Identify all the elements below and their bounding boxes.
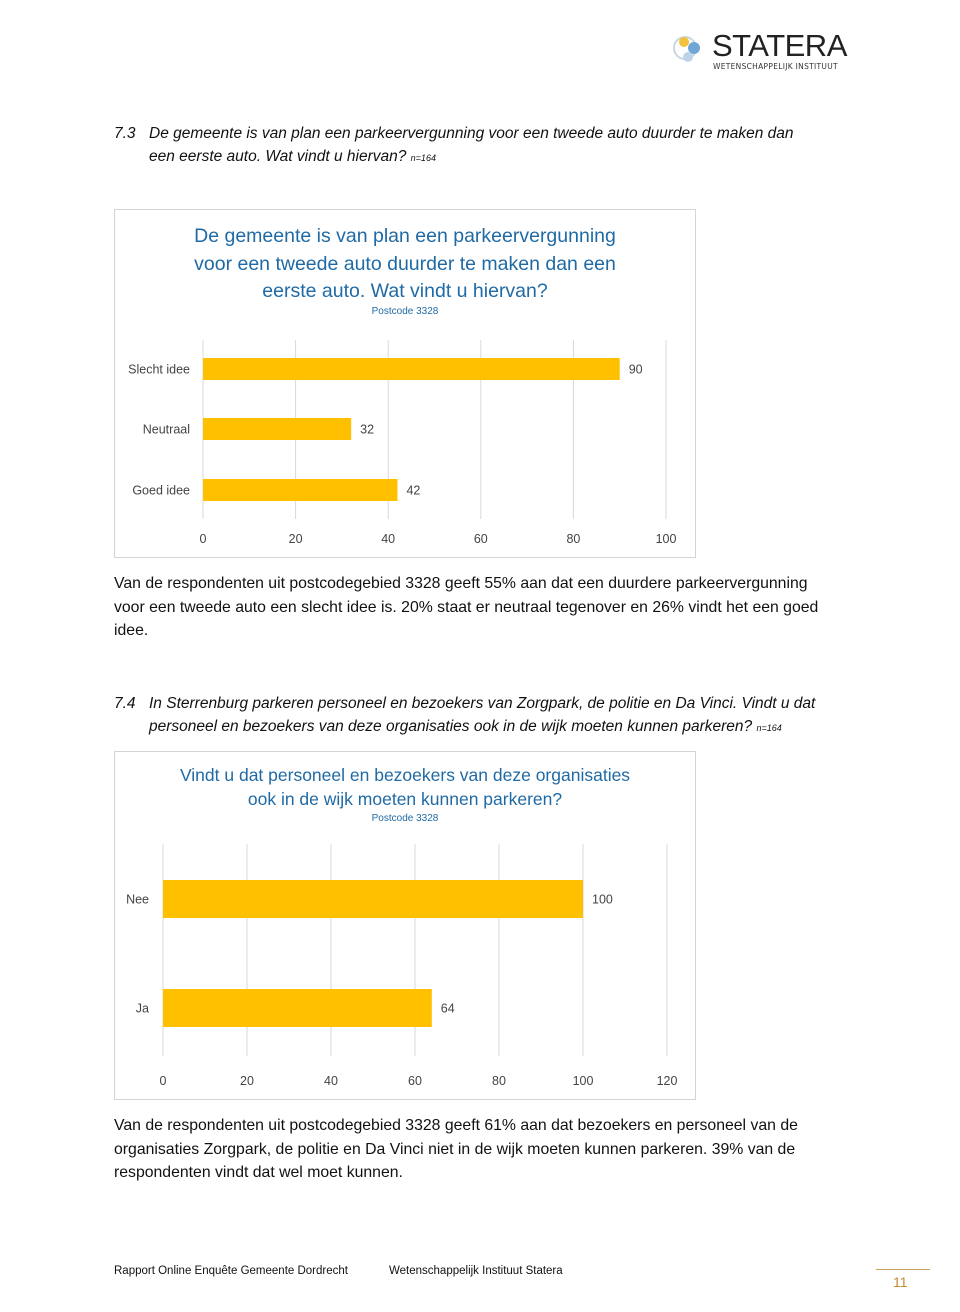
sample-size: n=164 [410, 153, 436, 163]
data-label: 32 [360, 423, 374, 437]
data-label: 42 [406, 484, 420, 498]
question-line-2: personeel en bezoekers van deze organisa… [149, 715, 815, 740]
data-label: 90 [629, 363, 643, 377]
x-tick-label: 0 [200, 532, 207, 546]
data-label: 64 [441, 1002, 455, 1016]
paragraph-line-1: Van de respondenten uit postcodegebied 3… [114, 575, 808, 592]
question-text: De gemeente is van plan een parkeervergu… [149, 122, 794, 170]
x-tick-label: 80 [492, 1074, 506, 1088]
logo-subtitle: WETENSCHAPPELIJK INSTITUUT [713, 62, 838, 71]
page-number: 11 [893, 1274, 908, 1290]
chart-parking-permit: De gemeente is van plan een parkeervergu… [114, 209, 696, 558]
question-number: 7.4 [114, 695, 136, 712]
chart-title-line-1: Vindt u dat personeel en bezoekers van d… [179, 765, 631, 785]
question-number: 7.3 [114, 125, 136, 142]
category-label: Slecht idee [128, 363, 190, 377]
chart-plot-area: 0 20 40 60 80 100 Slecht idee 90 Neutraal 32 Goed … [128, 340, 677, 546]
data-label: 100 [592, 893, 613, 907]
chart-subtitle: Postcode 3328 [371, 813, 439, 824]
x-tick-label: 60 [408, 1074, 422, 1088]
x-tick-label: 100 [573, 1074, 594, 1088]
paragraph-line-2: voor een tweede auto een slecht idee is.… [114, 598, 819, 616]
chart-title-line-2: ook in de wijk moeten kunnen parkeren? [247, 788, 563, 809]
x-tick-label: 120 [657, 1074, 678, 1088]
footer-institute: Wetenschappelijk Instituut Statera [389, 1265, 563, 1277]
x-tick-label: 40 [381, 532, 395, 546]
logo-wordmark: STATERA [712, 28, 847, 63]
statera-logo: STATERA WETENSCHAPPELIJK INSTITUUT [672, 28, 852, 74]
chart-title: De gemeente is van plan een parkeervergu… [115, 223, 695, 306]
question-text: In Sterrenburg parkeren personeel en bez… [149, 692, 815, 740]
statera-circles-icon [673, 36, 700, 62]
category-label: Ja [136, 1002, 149, 1016]
x-tick-label: 40 [324, 1074, 338, 1088]
question-7-3: 7.3 De gemeente is van plan een parkeerv… [114, 122, 854, 172]
chart-subtitle: Postcode 3328 [371, 306, 439, 317]
question-line-1: De gemeente is van plan een parkeervergu… [149, 125, 794, 142]
paragraph-line-3: idee. [114, 622, 149, 639]
paragraph-line-3: respondenten vindt dat wel moet kunnen. [114, 1164, 403, 1181]
x-tick-label: 80 [566, 532, 580, 546]
sample-size: n=164 [756, 723, 782, 733]
x-tick-label: 20 [289, 532, 303, 546]
bar-ja [163, 989, 432, 1027]
category-label: Neutraal [143, 423, 190, 437]
chart-title: Vindt u dat personeel en bezoekers van d… [115, 764, 695, 811]
paragraph-line-1: Van de respondenten uit postcodegebied 3… [114, 1117, 798, 1134]
category-label: Nee [126, 893, 149, 907]
chart-title-line-2: voor een tweede auto duurder te maken da… [194, 252, 616, 275]
chart-plot-area: 0 20 40 60 80 100 120 Nee 100 Ja 64 [126, 844, 678, 1088]
chart-staff-parking: Vindt u dat personeel en bezoekers van d… [114, 751, 696, 1100]
x-tick-label: 100 [656, 532, 677, 546]
chart-title-line-3: eerste auto. Wat vindt u hiervan? [262, 280, 548, 302]
bar-neutraal [203, 418, 352, 440]
bar-goed-idee [203, 479, 398, 501]
question-line-2-text: een eerste auto. Wat vindt u hiervan? [149, 148, 407, 165]
x-tick-label: 20 [240, 1074, 254, 1088]
bar-slecht-idee [203, 358, 620, 380]
paragraph-7-4: Van de respondenten uit postcodegebied 3… [114, 1114, 844, 1185]
question-line-2-text: personeel en bezoekers van deze organisa… [149, 718, 753, 735]
question-line-1: In Sterrenburg parkeren personeel en bez… [149, 695, 816, 712]
x-tick-label: 60 [474, 532, 488, 546]
category-label: Goed idee [132, 484, 190, 498]
question-7-4: 7.4 In Sterrenburg parkeren personeel en… [114, 692, 854, 742]
bar-nee [163, 880, 583, 918]
x-tick-label: 0 [160, 1074, 167, 1088]
footer-report-title: Rapport Online Enquête Gemeente Dordrech… [114, 1265, 348, 1277]
paragraph-7-3: Van de respondenten uit postcodegebied 3… [114, 572, 844, 643]
page-number-rule [876, 1269, 930, 1270]
question-line-2: een eerste auto. Wat vindt u hiervan? n=… [149, 145, 794, 170]
paragraph-line-2: organisaties Zorgpark, de politie en Da … [114, 1140, 796, 1158]
chart-title-line-1: De gemeente is van plan een parkeervergu… [194, 225, 616, 247]
